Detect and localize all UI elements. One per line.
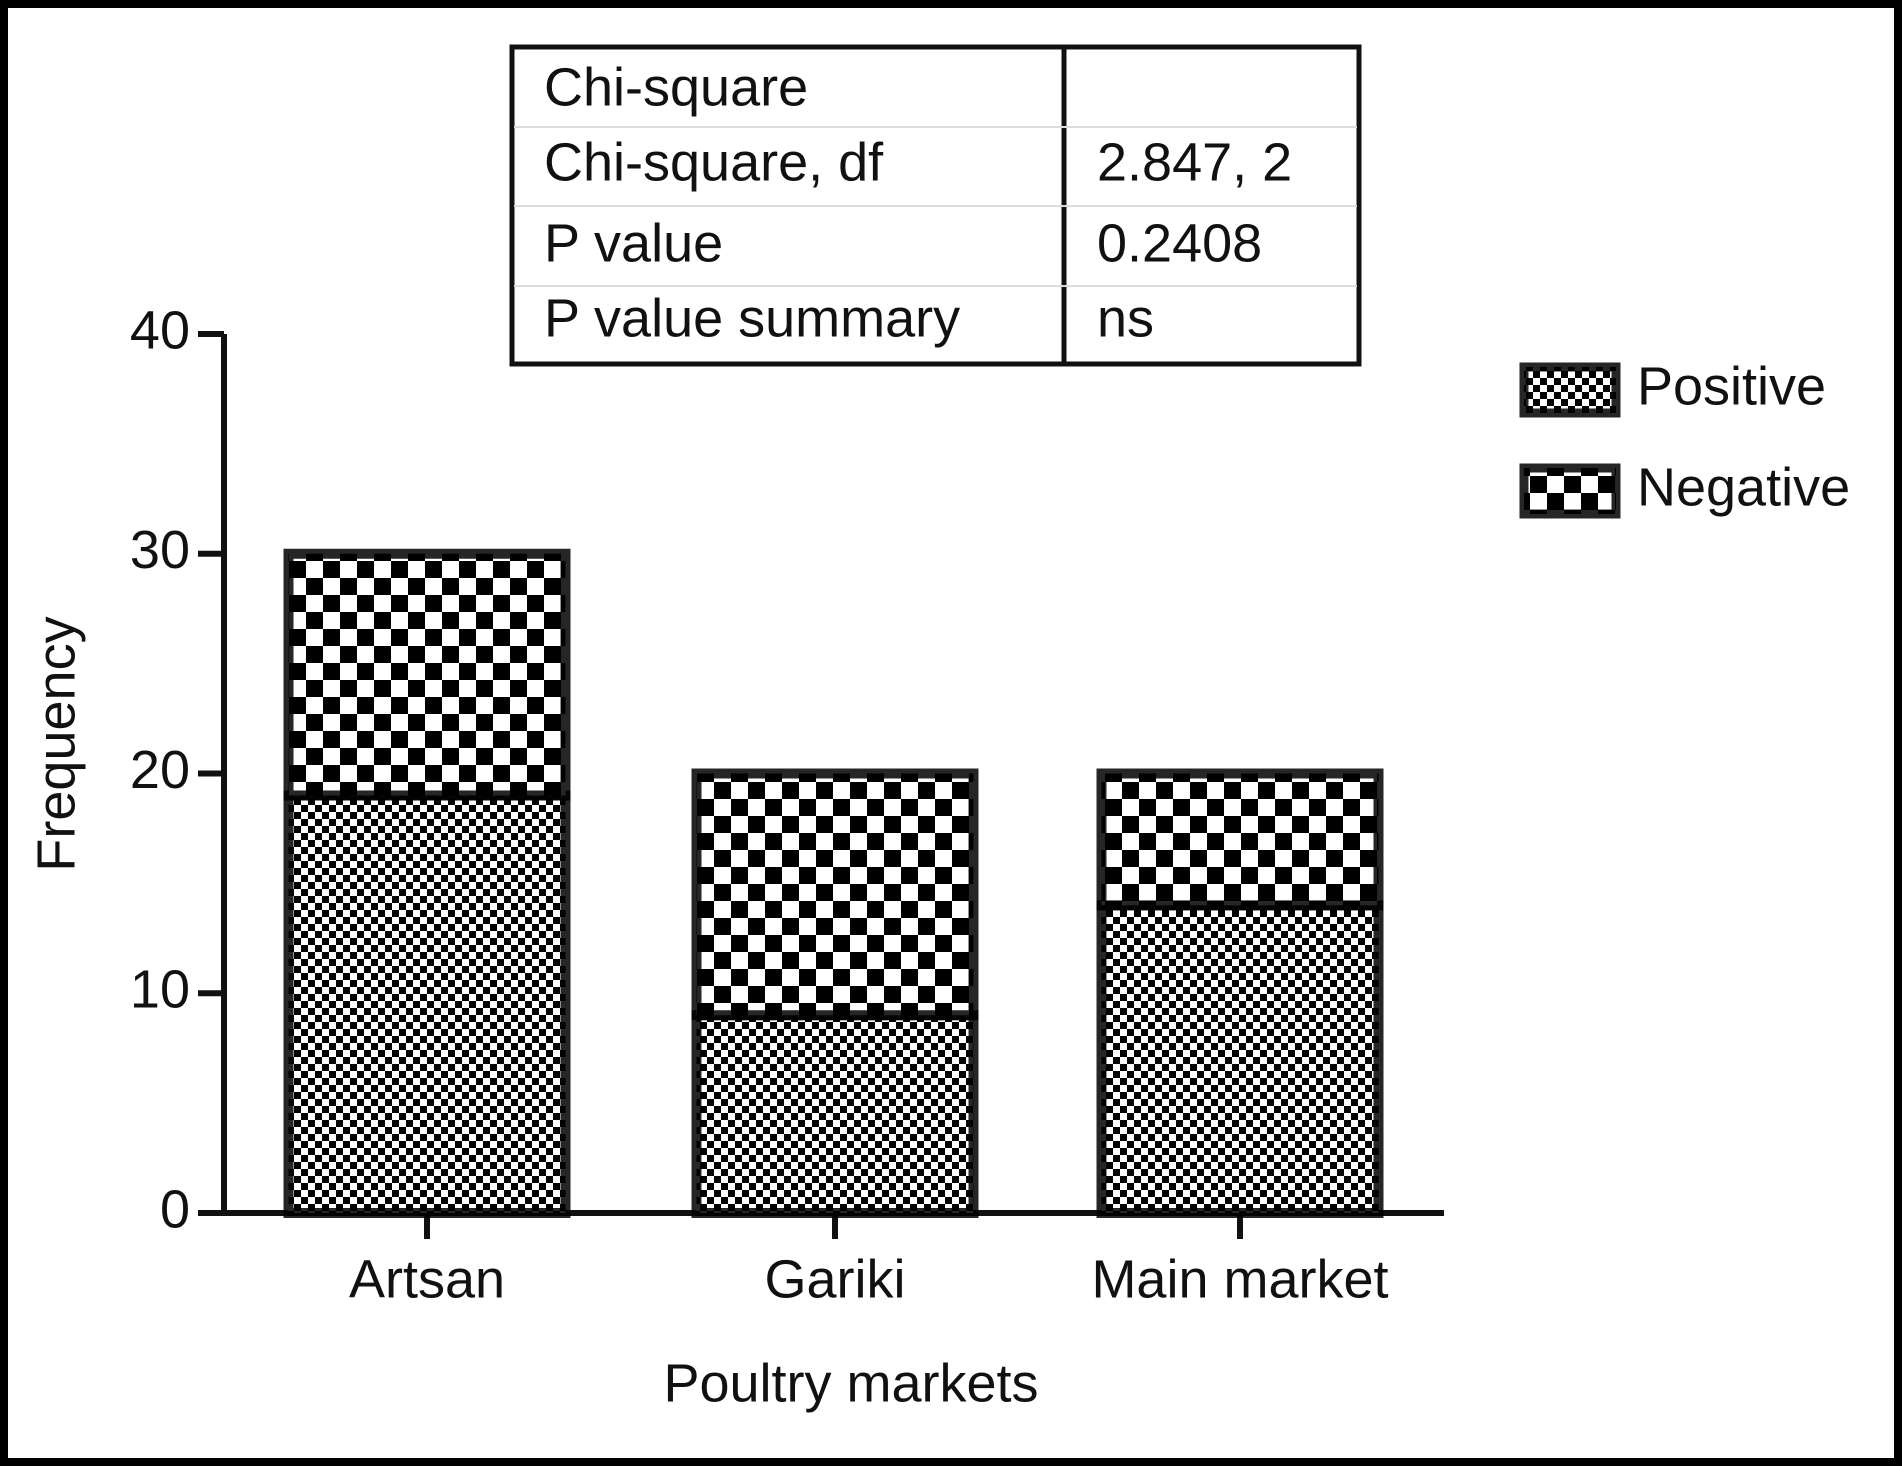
- table-cell: P value summary: [544, 288, 960, 348]
- y-tick-label: 0: [160, 1179, 190, 1239]
- legend-swatch: [1519, 362, 1621, 418]
- x-tick-label: Artsan: [349, 1249, 505, 1309]
- legend-swatch: [1519, 463, 1621, 519]
- table-cell: Chi-square, df: [544, 132, 884, 192]
- y-axis-title: Frequency: [26, 616, 86, 871]
- y-tick-label: 20: [130, 740, 190, 800]
- table-cell: Chi-square: [544, 57, 808, 117]
- bar-segment: [283, 790, 571, 1218]
- stats-table: [509, 44, 1362, 367]
- y-tick-label: 30: [130, 520, 190, 580]
- table-cell: ns: [1097, 288, 1154, 348]
- table-cell: 0.2408: [1097, 213, 1262, 273]
- y-tick-label: 10: [130, 960, 190, 1020]
- legend-label: Positive: [1637, 356, 1826, 416]
- bar-segment: [1096, 900, 1384, 1218]
- bar-segment: [691, 1010, 979, 1218]
- y-tick-label: 40: [130, 300, 190, 360]
- x-axis-title: Poultry markets: [663, 1353, 1038, 1413]
- x-tick-label: Gariki: [764, 1249, 905, 1309]
- bar-segment: [283, 548, 571, 801]
- x-tick-label: Main market: [1091, 1249, 1388, 1309]
- legend-label: Negative: [1637, 457, 1850, 517]
- bar-segment: [1096, 768, 1384, 911]
- table-cell: P value: [544, 213, 723, 273]
- bar-segment: [691, 768, 979, 1021]
- table-cell: 2.847, 2: [1097, 132, 1292, 192]
